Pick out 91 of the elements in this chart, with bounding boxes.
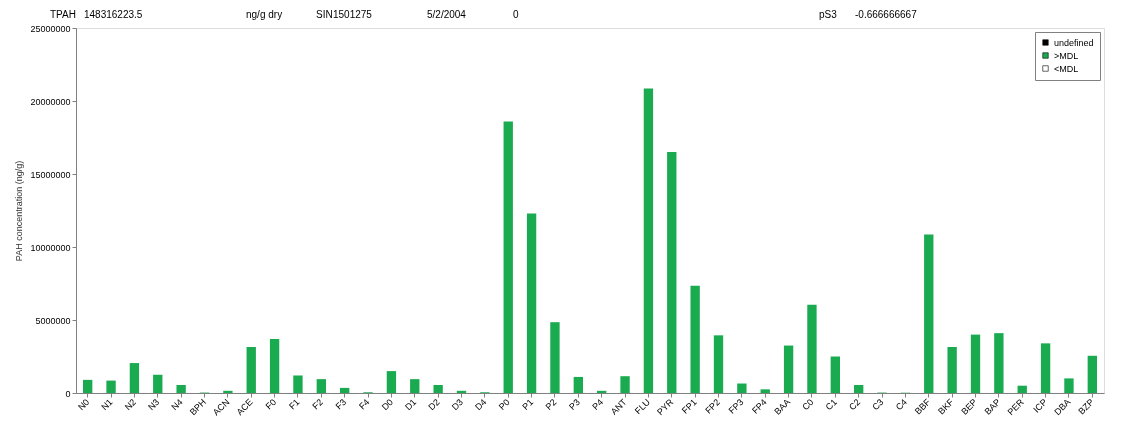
x-tick-label: P1	[520, 396, 536, 412]
bar	[106, 380, 116, 393]
bar	[643, 88, 654, 393]
bar	[1064, 378, 1074, 393]
bar	[456, 390, 467, 393]
x-tick-label: C3	[870, 396, 886, 413]
x-tick-label: P4	[590, 396, 606, 412]
bar	[433, 384, 443, 393]
x-tick-label: C1	[823, 396, 839, 413]
text: pS3	[819, 9, 838, 20]
x-tick-label: D4	[473, 396, 489, 413]
text: SIN	[316, 9, 333, 20]
x-tick-label: FP2	[703, 396, 723, 416]
bar	[737, 383, 747, 393]
text: 148316223.5	[84, 9, 143, 20]
y-axis-title: PAH concentration (ng/g)	[14, 160, 25, 262]
bar	[690, 285, 700, 393]
text: TPAH	[50, 9, 76, 20]
x-tick-label: F0	[263, 396, 279, 412]
bar	[153, 374, 163, 393]
x-tick-label: N1	[99, 396, 115, 413]
bar	[526, 213, 537, 393]
legend-label: >MDL	[1054, 50, 1079, 61]
y-tick-label: 20000000	[30, 96, 71, 107]
text: ng/g dry	[246, 9, 283, 20]
bar	[783, 345, 794, 393]
bar	[1017, 385, 1027, 393]
bar	[293, 375, 303, 393]
y-tick-label: 25000000	[30, 23, 71, 34]
bar	[1040, 343, 1051, 393]
x-tick-label: N3	[146, 396, 162, 413]
x-tick-label: D2	[426, 396, 442, 413]
bar	[410, 379, 420, 393]
bar	[1087, 355, 1097, 393]
bar	[246, 347, 256, 393]
bar	[573, 376, 583, 393]
bar	[830, 356, 840, 393]
bar	[947, 347, 957, 393]
bar	[854, 384, 864, 393]
x-tick-label: FP3	[726, 396, 746, 416]
y-tick-label: 15000000	[30, 169, 71, 180]
x-tick-label: FLU	[632, 396, 652, 417]
bar	[597, 390, 607, 393]
x-tick-label: ICP	[1031, 396, 1050, 415]
bar	[269, 338, 280, 393]
x-tick-label: DBA	[1052, 396, 1073, 418]
x-tick-label: D0	[379, 396, 395, 413]
bar	[994, 333, 1004, 393]
bar	[503, 121, 513, 393]
x-tick-label: BAA	[772, 396, 793, 417]
bar	[620, 376, 630, 393]
text: 5/2/2004	[427, 9, 467, 20]
text: 0	[513, 9, 519, 20]
x-tick-label: C4	[893, 396, 909, 413]
x-tick-label: F2	[310, 396, 325, 412]
bar	[386, 371, 397, 393]
y-tick-label: 5000000	[35, 315, 71, 326]
legend-label: undefined	[1054, 37, 1094, 48]
x-tick-label: C2	[847, 396, 863, 413]
x-tick-label: F1	[286, 396, 302, 412]
y-tick-label: 0	[65, 388, 71, 399]
bar	[316, 379, 326, 393]
bar	[223, 390, 233, 393]
x-tick-label: C0	[800, 396, 816, 413]
legend-label: <MDL	[1054, 63, 1079, 74]
bar	[340, 387, 350, 393]
x-tick-label: D1	[403, 396, 419, 413]
text: -0.666666667	[855, 9, 918, 20]
x-tick-label: N4	[169, 396, 185, 413]
x-tick-label: N0	[76, 396, 92, 413]
bar	[807, 304, 817, 393]
y-tick-label: 10000000	[30, 242, 71, 253]
x-tick-label: FP4	[750, 396, 769, 416]
x-tick-label: FP1	[679, 396, 699, 416]
bar	[760, 389, 770, 393]
bar	[550, 322, 560, 393]
bar	[176, 384, 186, 393]
x-tick-label: F4	[357, 396, 372, 412]
x-tick-label: D3	[449, 396, 466, 413]
x-tick-label: P3	[566, 396, 582, 412]
bar	[83, 379, 93, 393]
x-tick-label: F3	[333, 396, 349, 412]
bar	[924, 234, 934, 393]
x-tick-label: P0	[496, 396, 512, 412]
bar	[129, 363, 140, 393]
text: 1501275	[333, 9, 373, 20]
x-tick-label: P2	[543, 396, 559, 412]
bar	[667, 152, 677, 393]
x-tick-label: N2	[122, 396, 138, 413]
bar	[713, 335, 724, 393]
bar	[970, 334, 981, 393]
